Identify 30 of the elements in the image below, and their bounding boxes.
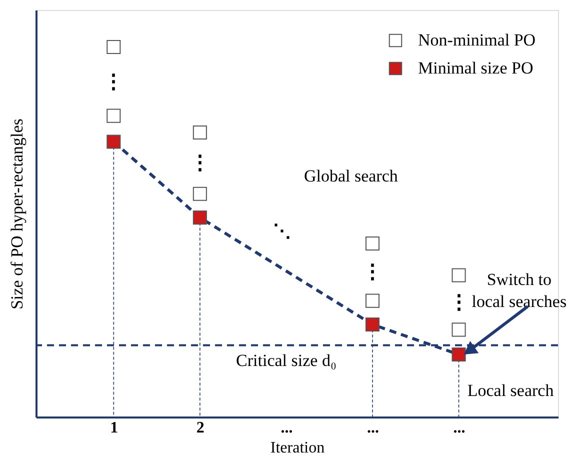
point: [365, 294, 380, 308]
point: [192, 125, 207, 140]
point: [192, 210, 207, 225]
legend-label: Non-minimal PO: [418, 30, 536, 50]
annotation: Local search: [467, 381, 554, 400]
x-tick-label: ...: [453, 420, 466, 436]
point: [452, 347, 466, 362]
x-axis-title: Iteration: [270, 440, 325, 456]
point: [365, 317, 380, 332]
point: [106, 108, 121, 123]
annotation: Switch to local searches: [472, 270, 567, 312]
ref-line-label: Critical size d₀: [236, 351, 336, 370]
annotation: Global search: [304, 166, 398, 186]
annotation: ⋮: [448, 291, 469, 314]
x-tick-label: ...: [280, 420, 293, 436]
point: [452, 322, 466, 337]
point: [192, 186, 207, 201]
x-tick-label: ...: [366, 420, 379, 436]
annotation: ⋱: [272, 221, 291, 241]
y-axis-title: Size of PO hyper-rectangles: [8, 118, 26, 310]
x-tick-label: 1: [110, 420, 118, 436]
point: [106, 134, 121, 149]
point: [452, 268, 466, 282]
legend-label: Minimal size PO: [418, 58, 534, 78]
x-tick-label: 2: [196, 420, 204, 436]
annotation: ⋮: [190, 152, 210, 174]
point: [106, 40, 121, 54]
annotation: ⋮: [104, 71, 124, 94]
annotation: ⋮: [362, 260, 382, 283]
point: [365, 236, 380, 250]
